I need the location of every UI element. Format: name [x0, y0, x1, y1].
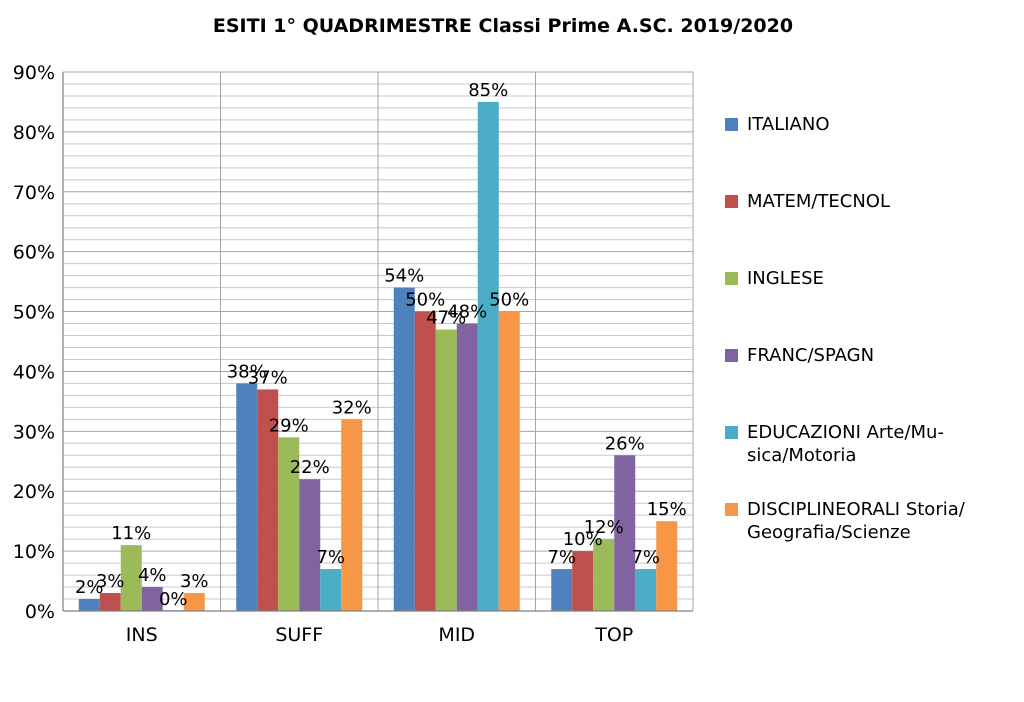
data-label: 32% [332, 397, 372, 418]
data-label: 38% [227, 361, 267, 382]
legend-swatch [725, 349, 738, 362]
bar-suff-3 [299, 479, 321, 611]
x-tick-label: MID [438, 624, 475, 646]
data-label: 3% [96, 571, 125, 592]
y-tick-label: 40% [13, 361, 55, 383]
bar-mid-1 [414, 311, 436, 611]
data-labels: 2%3%11%4%0%3%38%37%29%22%7%32%54%50%47%4… [75, 80, 687, 610]
y-tick-label: 50% [13, 302, 55, 324]
bar-ins-0 [78, 599, 100, 611]
data-label: 7% [631, 547, 660, 568]
data-label: 10% [563, 529, 603, 550]
data-label: 11% [111, 523, 151, 544]
bars [78, 101, 678, 611]
data-label: 37% [248, 367, 288, 388]
bar-suff-4 [320, 569, 342, 611]
y-tick-label: 60% [13, 242, 55, 264]
data-label: 54% [384, 266, 424, 287]
y-tick-label: 80% [13, 122, 55, 144]
bar-top-0 [551, 569, 573, 611]
data-label: 12% [584, 517, 624, 538]
data-label: 29% [269, 415, 309, 436]
y-tick-label: 10% [13, 541, 55, 563]
y-tick-label: 20% [13, 481, 55, 503]
y-tick-label: 90% [13, 62, 55, 84]
bar-suff-2 [278, 437, 300, 611]
legend-swatch [725, 272, 738, 285]
data-label: 22% [290, 457, 330, 478]
axes: 0% 10% 20% 30% 40% 50% 60% 70% 80% 90% INS SUFF MID T… [13, 62, 693, 646]
bar-mid-5 [498, 311, 520, 611]
data-label: 48% [447, 302, 487, 323]
bar-suff-5 [341, 419, 363, 611]
bar-top-2 [593, 539, 615, 611]
bar-suff-1 [257, 389, 279, 611]
bar-ins-2 [120, 545, 142, 611]
data-label: 7% [547, 547, 576, 568]
data-label: 7% [316, 547, 345, 568]
legend-entry: EDUCAZIONI Arte/Mu-sica/Motoria [747, 422, 944, 466]
y-tick-label: 70% [13, 182, 55, 204]
data-label: 2% [75, 577, 104, 598]
data-label: 50% [405, 290, 445, 311]
data-label: 47% [426, 308, 466, 329]
y-tick-label: 30% [13, 421, 55, 443]
bar-ins-3 [141, 587, 163, 611]
data-label: 3% [180, 571, 209, 592]
legend-entry: INGLESE [747, 268, 824, 289]
legend-swatch [725, 195, 738, 208]
bar-mid-2 [435, 329, 457, 611]
legend: ITALIANO MATEM/TECNOL INGLESE FRANC/SPAGN ED… [725, 114, 966, 543]
bar-top-5 [656, 521, 678, 611]
bar-top-3 [614, 455, 636, 611]
data-label: 0% [159, 589, 188, 610]
legend-entry: MATEM/TECNOL [747, 191, 890, 212]
chart-title: ESITI 1° QUADRIMESTRE Classi Prime A.SC.… [213, 15, 793, 37]
data-label: 26% [605, 433, 645, 454]
bar-top-1 [572, 551, 594, 611]
legend-swatch [725, 118, 738, 131]
legend-entry: DISCIPLINEORALI Storia/Geografia/Scienze [747, 499, 966, 543]
bar-mid-3 [456, 323, 478, 611]
data-label: 4% [138, 565, 167, 586]
x-tick-label: TOP [594, 624, 633, 646]
bar-suff-0 [236, 383, 258, 611]
data-label: 50% [489, 290, 529, 311]
bar-top-4 [635, 569, 657, 611]
bar-ins-1 [99, 593, 121, 611]
data-label: 85% [468, 80, 508, 101]
x-tick-label: INS [126, 624, 158, 646]
bar-mid-4 [477, 101, 499, 611]
legend-entry: ITALIANO [747, 114, 830, 135]
legend-swatch [725, 503, 738, 516]
bar-mid-0 [393, 287, 415, 611]
x-tick-label: SUFF [275, 624, 323, 646]
legend-swatch [725, 426, 738, 439]
y-tick-label: 0% [25, 601, 55, 623]
data-label: 15% [647, 499, 687, 520]
legend-entry: FRANC/SPAGN [747, 345, 874, 366]
bar-ins-5 [183, 593, 205, 611]
